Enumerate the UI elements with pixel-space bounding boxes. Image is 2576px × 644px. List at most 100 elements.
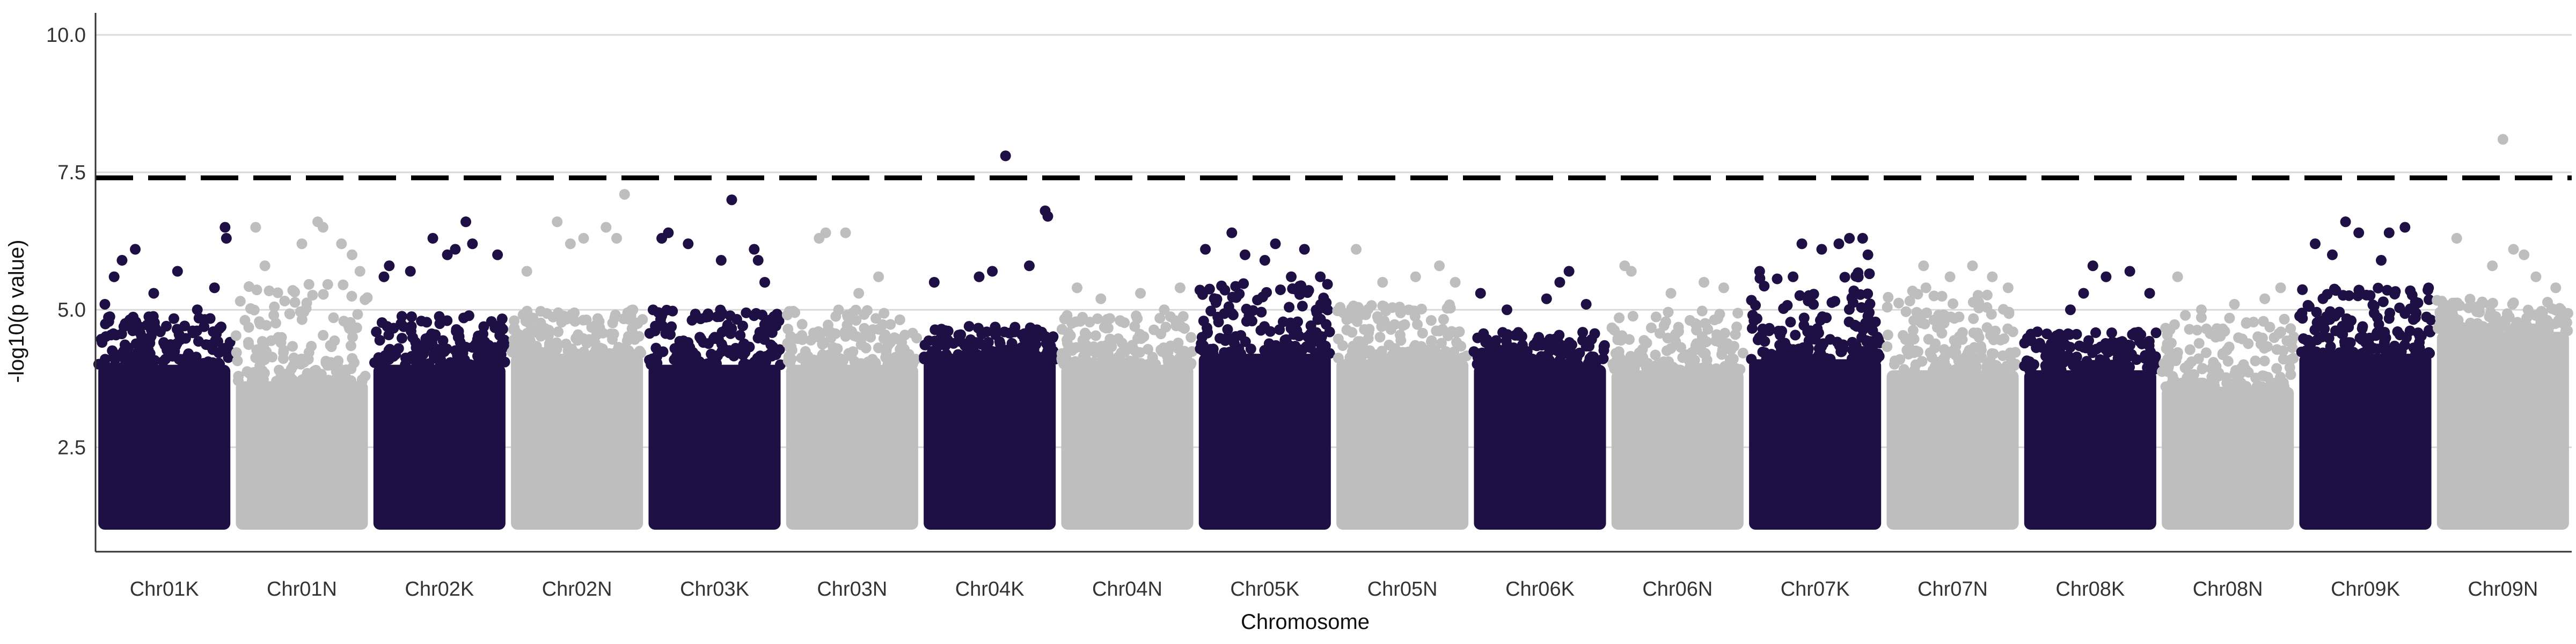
x-tick-label: Chr04K: [955, 578, 1024, 601]
point: [493, 352, 504, 363]
point: [1305, 328, 1316, 340]
axes: [94, 13, 2572, 553]
point: [2106, 327, 2117, 339]
point: [770, 320, 781, 332]
top-hit-point: [172, 266, 183, 277]
top-hit-point: [336, 238, 347, 250]
point: [1981, 289, 1993, 301]
point: [553, 307, 564, 318]
point: [549, 338, 560, 349]
point: [213, 347, 224, 358]
point: [2254, 381, 2265, 392]
top-hit-point: [1351, 244, 1362, 255]
point: [451, 324, 462, 335]
point: [1540, 355, 1551, 367]
point: [2250, 355, 2261, 367]
point: [1136, 358, 1147, 369]
point: [1975, 341, 1987, 352]
point: [1552, 345, 1563, 356]
top-hit-point: [2399, 222, 2411, 233]
top-hit-point: [663, 227, 674, 238]
point: [246, 375, 258, 386]
top-hit-point: [1377, 277, 1388, 288]
band-Chr01K: [98, 364, 231, 530]
point: [1843, 304, 1855, 315]
point: [1790, 330, 1801, 341]
point: [1417, 327, 1428, 339]
point: [420, 333, 431, 345]
point: [2235, 365, 2246, 377]
point: [865, 332, 876, 343]
point: [295, 358, 306, 370]
point: [1954, 331, 1965, 342]
point: [1451, 336, 1462, 348]
point: [406, 311, 417, 323]
point: [107, 345, 118, 356]
point: [650, 324, 661, 335]
chromosome-Chr01K: [93, 222, 236, 530]
point: [356, 376, 368, 387]
top-hit-point: [2275, 282, 2286, 294]
point: [2114, 363, 2125, 375]
point: [2124, 362, 2135, 373]
point: [429, 353, 440, 364]
point: [2193, 353, 2204, 364]
point: [782, 324, 794, 335]
top-hit-point: [1944, 271, 1956, 282]
point: [1654, 328, 1665, 339]
band-Chr07N: [1886, 370, 2019, 530]
point: [2392, 326, 2403, 338]
point: [1230, 331, 1241, 342]
point: [775, 359, 786, 370]
top-hit-point: [2196, 304, 2207, 316]
point: [500, 339, 511, 350]
point: [1598, 345, 1609, 356]
point: [2298, 333, 2309, 344]
point: [2007, 326, 2018, 338]
top-hit-point: [1718, 282, 1729, 294]
top-hit-point: [427, 233, 438, 244]
point: [243, 336, 254, 348]
point: [1908, 333, 1920, 345]
point: [666, 321, 677, 332]
point: [508, 343, 519, 355]
point: [1001, 345, 1013, 356]
top-hit-point: [2497, 134, 2508, 145]
point: [961, 341, 972, 352]
top-hit-point: [192, 304, 203, 316]
point: [1904, 342, 1915, 353]
point: [2317, 293, 2329, 304]
point: [179, 320, 191, 332]
point: [2464, 294, 2476, 305]
chromosome-Chr07N: [1882, 260, 2021, 530]
top-hit-point: [2144, 288, 2155, 299]
y-tick-label: 2.5: [57, 436, 86, 459]
point: [1216, 280, 1227, 291]
top-hit-point: [2326, 249, 2338, 260]
point: [1443, 330, 1454, 341]
point: [448, 358, 459, 370]
point: [2265, 377, 2277, 389]
top-hit-point: [726, 194, 737, 206]
top-hit-point: [467, 238, 478, 250]
point: [173, 354, 185, 365]
point: [1650, 364, 1661, 375]
point: [522, 330, 533, 341]
point: [1939, 357, 1950, 368]
point: [2162, 338, 2173, 349]
chromosome-Chr07K: [1746, 233, 1885, 530]
point: [2341, 313, 2352, 324]
point: [610, 309, 621, 320]
point: [1756, 330, 1767, 341]
point: [1412, 319, 1423, 330]
point: [800, 346, 811, 357]
point: [2382, 346, 2394, 357]
point: [2324, 346, 2336, 357]
top-hit-point: [619, 189, 630, 200]
point: [592, 313, 603, 324]
point: [188, 353, 200, 364]
chromosome-Chr03K: [644, 194, 786, 530]
point: [1044, 351, 1056, 362]
point: [1615, 361, 1627, 372]
point: [2383, 313, 2395, 324]
